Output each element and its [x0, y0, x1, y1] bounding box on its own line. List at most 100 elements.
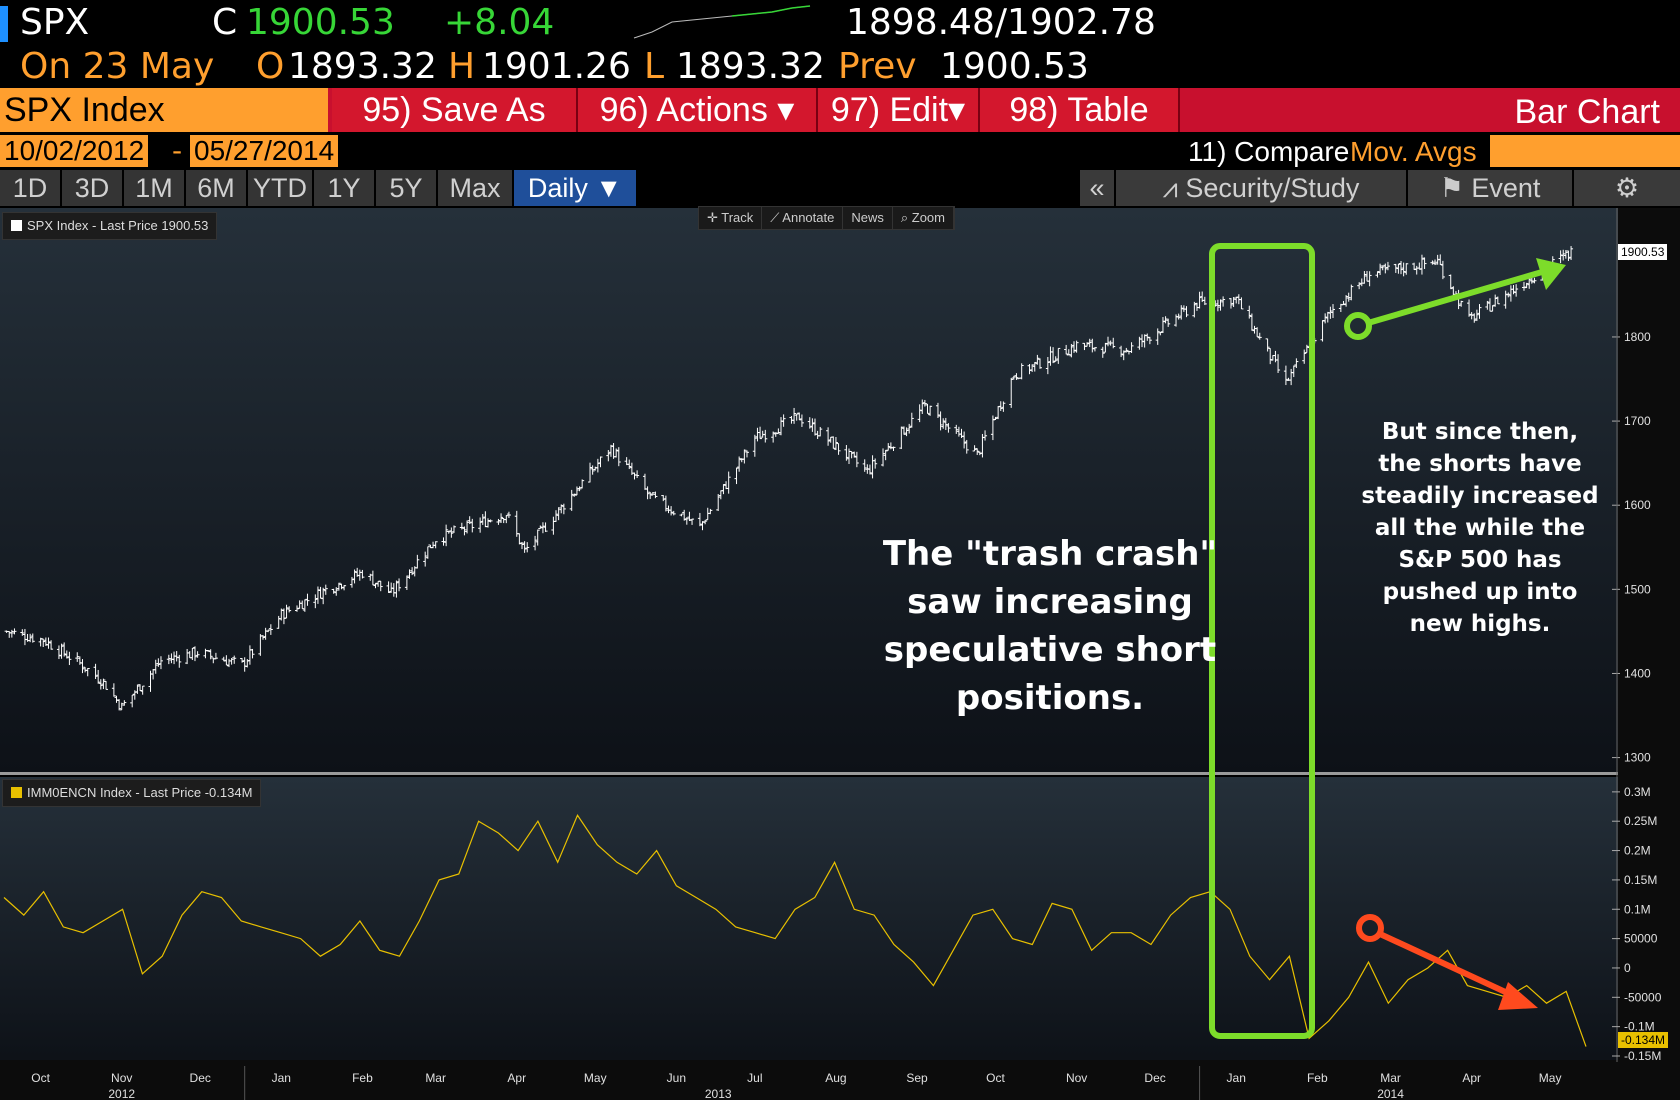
range-separator: -	[172, 134, 183, 167]
pane-divider[interactable]	[0, 772, 1618, 775]
bid-ask: 1898.48/1902.78	[846, 2, 1156, 43]
positions-axis-label: 0.25M	[1624, 814, 1657, 828]
tab-1y[interactable]: 1Y	[314, 170, 374, 206]
tab-3d[interactable]: 3D	[62, 170, 122, 206]
track-tool[interactable]: ✛ Track	[699, 207, 763, 229]
tab-6m[interactable]: 6M	[186, 170, 246, 206]
orange-field[interactable]	[1490, 135, 1680, 167]
event-button[interactable]: ⚑ Event	[1408, 170, 1572, 206]
price-axis-label: 1600	[1624, 498, 1651, 512]
spx-legend-label: SPX Index - Last Price 1900.53	[27, 218, 209, 233]
up-arrow-origin	[1344, 312, 1372, 340]
date-axis-label: Nov	[1066, 1071, 1087, 1085]
tab-1m[interactable]: 1M	[124, 170, 184, 206]
since-then-note: But since then, the shorts have steadily…	[1340, 416, 1620, 640]
gear-icon: ⚙	[1614, 173, 1640, 203]
date-axis-label: Jan	[272, 1071, 291, 1085]
security-study-label: Security/Study	[1185, 173, 1360, 203]
date-axis-label: Dec	[190, 1071, 211, 1085]
tab-ytd[interactable]: YTD	[248, 170, 312, 206]
positions-axis-label: -0.15M	[1624, 1049, 1661, 1063]
settings-button[interactable]: ⚙	[1574, 170, 1680, 206]
compare-button[interactable]: 11) Compare	[1188, 136, 1350, 167]
event-label: Event	[1471, 173, 1541, 203]
axis-panel	[1618, 208, 1680, 1066]
table-button[interactable]: 98) Table	[980, 88, 1180, 132]
spx-legend-swatch	[11, 220, 22, 231]
date-axis-label: Jun	[667, 1071, 686, 1085]
tab-1d[interactable]: 1D	[0, 170, 60, 206]
up-trend-arrowhead	[1536, 258, 1566, 290]
positions-line	[3, 814, 1587, 1047]
positions-axis-label: -0.1M	[1624, 1020, 1655, 1034]
since-then-line-2: the shorts have	[1378, 451, 1582, 477]
collapse-button[interactable]: «	[1080, 170, 1114, 206]
since-then-line-6: pushed up into	[1382, 579, 1578, 605]
imm-legend[interactable]: IMM0ENCN Index - Last Price -0.134M	[2, 779, 262, 807]
price-axis-label: 1400	[1624, 666, 1651, 680]
positions-axis-label: 0.15M	[1624, 873, 1657, 887]
high-value: 1901.26	[482, 46, 631, 87]
high-label: H	[448, 46, 476, 87]
price-pane	[0, 208, 1618, 773]
positions-pane	[0, 777, 1618, 1067]
security-study-button[interactable]: ⩘ Security/Study	[1116, 170, 1406, 206]
mov-avgs-button[interactable]: Mov. Avgs	[1350, 136, 1477, 167]
date-axis-label: Dec	[1144, 1071, 1165, 1085]
price-axis-label: 1700	[1624, 414, 1651, 428]
date-axis-label: Oct	[986, 1071, 1005, 1085]
price-axis-label: 1300	[1624, 751, 1651, 765]
date-axis-label: Jan	[1227, 1071, 1246, 1085]
security-label: SPX Index	[4, 91, 165, 129]
start-date-input[interactable]: 10/02/2012	[0, 135, 149, 167]
open-label: O	[256, 46, 285, 87]
date-axis-label: Nov	[111, 1071, 132, 1085]
positions-axis-label: -50000	[1624, 990, 1662, 1004]
date-axis-label: Jul	[747, 1071, 762, 1085]
flag-icon: ⚑	[1439, 173, 1472, 203]
quote-date: On 23 May	[20, 46, 215, 87]
sparkline-recent	[731, 5, 811, 17]
frequency-dropdown[interactable]: Daily ▼	[514, 170, 636, 206]
security-field[interactable]: SPX Index	[0, 88, 328, 132]
down-arrow-origin	[1356, 914, 1384, 942]
trash-crash-line-3: speculative short	[883, 630, 1217, 670]
chart-icon: ⩘	[1162, 173, 1186, 203]
actions-button[interactable]: 96) Actions ▾	[578, 88, 818, 132]
imm-legend-label: IMM0ENCN Index - Last Price -0.134M	[27, 785, 253, 800]
year-axis-label: 2014	[1377, 1087, 1404, 1100]
date-axis-label: May	[584, 1071, 607, 1085]
close-label: C	[212, 2, 238, 43]
date-axis-label: May	[1539, 1071, 1562, 1085]
since-then-line-1: But since then,	[1381, 419, 1579, 445]
since-then-line-5: S&P 500 has	[1398, 547, 1562, 573]
ticker-marker	[0, 6, 8, 42]
tab-5y[interactable]: 5Y	[376, 170, 436, 206]
positions-axis-label: 0	[1624, 961, 1631, 975]
trash-crash-highlight-box	[1209, 243, 1315, 1039]
chart-type-label: Bar Chart	[1514, 93, 1661, 131]
imm-legend-swatch	[11, 787, 22, 798]
date-axis-label: Mar	[425, 1071, 446, 1085]
date-axis-label: Feb	[352, 1071, 373, 1085]
trash-crash-line-2: saw increasing	[907, 582, 1193, 622]
edit-button[interactable]: 97) Edit▾	[818, 88, 980, 132]
save-as-button[interactable]: 95) Save As	[332, 88, 578, 132]
end-date-input[interactable]: 05/27/2014	[190, 135, 339, 167]
low-value: 1893.32	[676, 46, 825, 87]
spx-legend[interactable]: SPX Index - Last Price 1900.53	[2, 212, 218, 240]
annotate-tool[interactable]: ⟋ Annotate	[762, 207, 844, 229]
chart-toolbar: ✛ Track ⟋ Annotate News ⌕ Zoom	[698, 206, 955, 230]
news-tool[interactable]: News	[843, 207, 893, 229]
tab-max[interactable]: Max	[438, 170, 512, 206]
imm-last-price-tag: -0.134M	[1618, 1032, 1669, 1048]
trash-crash-line-1: The "trash crash"	[882, 534, 1218, 574]
zoom-tool[interactable]: ⌕ Zoom	[893, 207, 954, 229]
prev-value: 1900.53	[940, 46, 1089, 87]
year-axis-label: 2013	[705, 1087, 732, 1100]
date-axis-panel	[0, 1060, 1680, 1100]
positions-axis-label: 0.2M	[1624, 844, 1651, 858]
since-then-line-3: steadily increased	[1361, 483, 1599, 509]
price-axis-label: 1500	[1624, 582, 1651, 596]
